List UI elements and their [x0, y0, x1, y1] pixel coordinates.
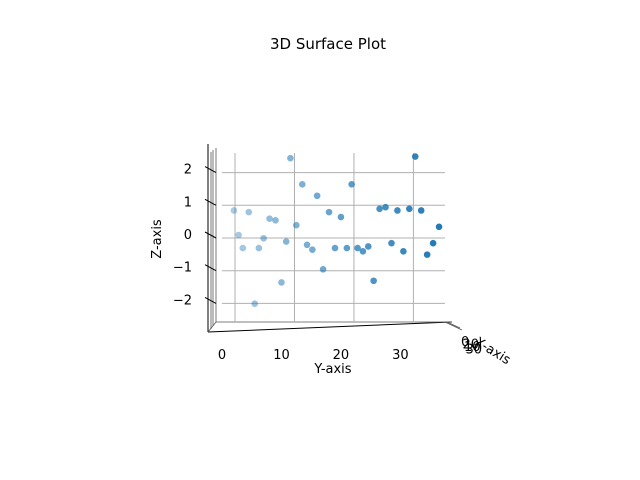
x-tick-label: 30: [466, 343, 483, 358]
z-tick-label: 1: [184, 195, 192, 210]
scatter-point: [319, 266, 327, 273]
z-axis-label: Z-axis: [150, 219, 165, 259]
z-tick-mark: [204, 231, 217, 239]
z-tick-mark: [204, 296, 217, 304]
scatter-point: [260, 234, 267, 242]
y-tick-label: 20: [333, 348, 350, 363]
z-tick-mark: [204, 166, 217, 174]
scatter-point: [370, 277, 377, 285]
scatter-point: [282, 238, 290, 245]
y-tick-label: 10: [273, 348, 290, 363]
scatter-point: [417, 207, 425, 214]
scatter-points: [230, 153, 443, 307]
scatter-point: [272, 216, 279, 224]
x-tick-label: 0: [461, 335, 469, 350]
scatter-point: [293, 221, 300, 229]
grid-lines: [204, 153, 445, 322]
scatter-point: [394, 207, 401, 214]
scatter-point: [287, 154, 294, 162]
scatter-point: [376, 205, 383, 213]
scatter-point: [278, 279, 285, 286]
scatter-point: [298, 181, 306, 188]
z-tick-label: −2: [173, 293, 192, 308]
scatter-point: [400, 248, 407, 255]
scatter-point: [354, 244, 361, 252]
y-tick-label: 30: [392, 348, 409, 363]
scatter-point: [359, 248, 367, 255]
scatter-point: [230, 207, 238, 214]
back-pane: [207, 144, 463, 333]
scatter-point: [251, 300, 259, 307]
scatter-point: [309, 246, 316, 254]
z-tick-mark: [204, 264, 217, 272]
scatter-point: [343, 244, 351, 252]
scatter-point: [429, 239, 437, 247]
scatter-point: [245, 208, 253, 216]
scatter-point: [382, 203, 389, 211]
scatter-point: [423, 251, 431, 258]
chart-title: 3D Surface Plot: [270, 35, 386, 53]
y-axis-label: Y-axis: [313, 362, 351, 377]
scatter-point: [331, 244, 339, 252]
x-tick-label: 10: [464, 340, 481, 355]
scatter-point: [303, 241, 311, 249]
scatter-point: [235, 231, 242, 239]
scatter-point: [266, 215, 273, 222]
scatter-point: [337, 213, 345, 221]
z-tick-label: 0: [184, 228, 192, 243]
scatter-point: [411, 153, 419, 160]
scatter-point: [388, 239, 395, 247]
z-tick-label: 2: [184, 163, 192, 178]
scatter-point: [348, 181, 355, 188]
scatter-point: [239, 244, 247, 252]
z-tick-label: −1: [173, 261, 192, 276]
z-tick-mark: [204, 198, 217, 206]
scatter-point: [325, 208, 333, 216]
y-axis-line: [207, 321, 453, 333]
scatter-point: [364, 243, 372, 250]
x-tick-label: 20: [463, 338, 480, 353]
scatter-point: [313, 192, 321, 200]
scatter-point: [435, 223, 443, 231]
scatter-point: [406, 205, 413, 213]
scatter-point: [255, 244, 263, 252]
y-tick-label: 0: [218, 348, 226, 363]
